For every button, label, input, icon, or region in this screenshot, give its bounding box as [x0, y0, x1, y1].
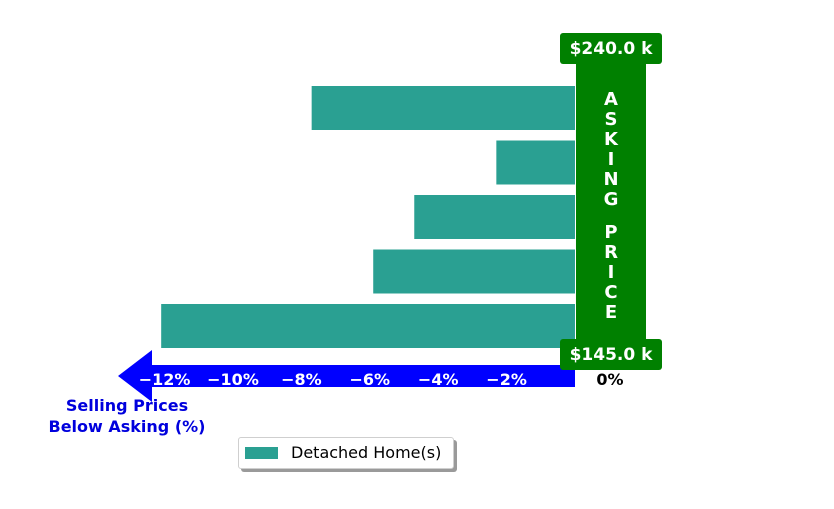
- asking-price-letter: G: [604, 189, 619, 210]
- asking-price-letter: A: [604, 89, 618, 110]
- asking-price-letter: C: [604, 282, 617, 303]
- price-top-label: $240.0 k: [570, 39, 654, 59]
- x-tick-label: −8%: [281, 370, 322, 389]
- asking-price-letter: K: [604, 129, 619, 150]
- x-tick-label: −4%: [418, 370, 459, 389]
- asking-price-letter: R: [604, 242, 618, 263]
- axis-arrow-shape: [118, 350, 575, 402]
- asking-price-letter: I: [608, 149, 615, 170]
- bar: [161, 304, 575, 348]
- x-axis-label: Below Asking (%): [49, 417, 206, 436]
- price-bottom-box: [560, 339, 662, 370]
- bar: [311, 86, 575, 130]
- price-top-box: [560, 33, 662, 64]
- asking-price-letter: S: [605, 109, 618, 130]
- bars-layer: [161, 86, 575, 348]
- legend-swatch: [245, 447, 278, 459]
- x-tick-label: −2%: [486, 370, 527, 389]
- bar: [414, 195, 575, 239]
- asking-price-letter: E: [605, 302, 617, 323]
- asking-price-bar: [576, 62, 646, 352]
- asking-price-letter: N: [603, 169, 618, 190]
- asking-price-letter: P: [604, 222, 617, 243]
- x-tick-labels: −12% −10% −8% −6% −4% −2% 0%: [139, 370, 624, 389]
- x-tick-label: −10%: [207, 370, 259, 389]
- bar: [373, 249, 575, 294]
- zero-tick-label: 0%: [596, 370, 623, 389]
- x-axis-label: Selling Prices: [66, 396, 188, 415]
- x-axis-arrow: [118, 350, 575, 402]
- x-tick-label: −12%: [139, 370, 191, 389]
- asking-price-letter: I: [608, 262, 615, 283]
- price-bottom-label: $145.0 k: [570, 345, 654, 365]
- bar: [496, 140, 575, 185]
- x-tick-label: −6%: [350, 370, 391, 389]
- legend: Detached Home(s): [238, 437, 454, 469]
- legend-label: Detached Home(s): [291, 443, 442, 462]
